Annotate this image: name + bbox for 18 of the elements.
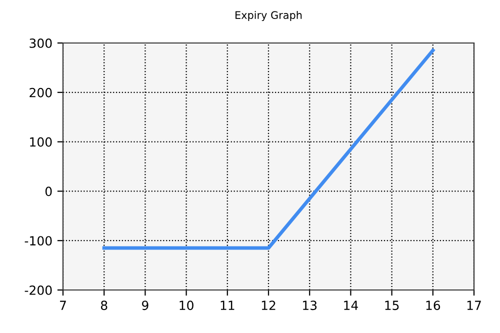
x-tick-label: 9 <box>142 300 148 310</box>
x-tick-label: 7 <box>60 300 66 310</box>
y-tick-label: -200 <box>24 285 52 295</box>
x-tick-label: 14 <box>344 300 358 310</box>
x-tick-label: 15 <box>385 300 399 310</box>
x-tick-label: 17 <box>467 300 481 310</box>
chart-title: Expiry Graph <box>236 10 302 22</box>
x-tick-label: 8 <box>100 300 108 310</box>
x-tick-label: 10 <box>180 300 194 310</box>
y-tick-label: 100 <box>30 137 52 147</box>
y-tick-label: 300 <box>30 38 52 48</box>
y-tick-label: -100 <box>24 236 52 246</box>
x-tick-label: 16 <box>426 300 440 310</box>
x-tick-label: 11 <box>220 300 234 310</box>
y-tick-label: 200 <box>30 88 52 98</box>
x-tick-label: 12 <box>262 300 276 310</box>
y-tick-label: 0 <box>45 186 52 196</box>
x-tick-label: 13 <box>303 300 317 310</box>
